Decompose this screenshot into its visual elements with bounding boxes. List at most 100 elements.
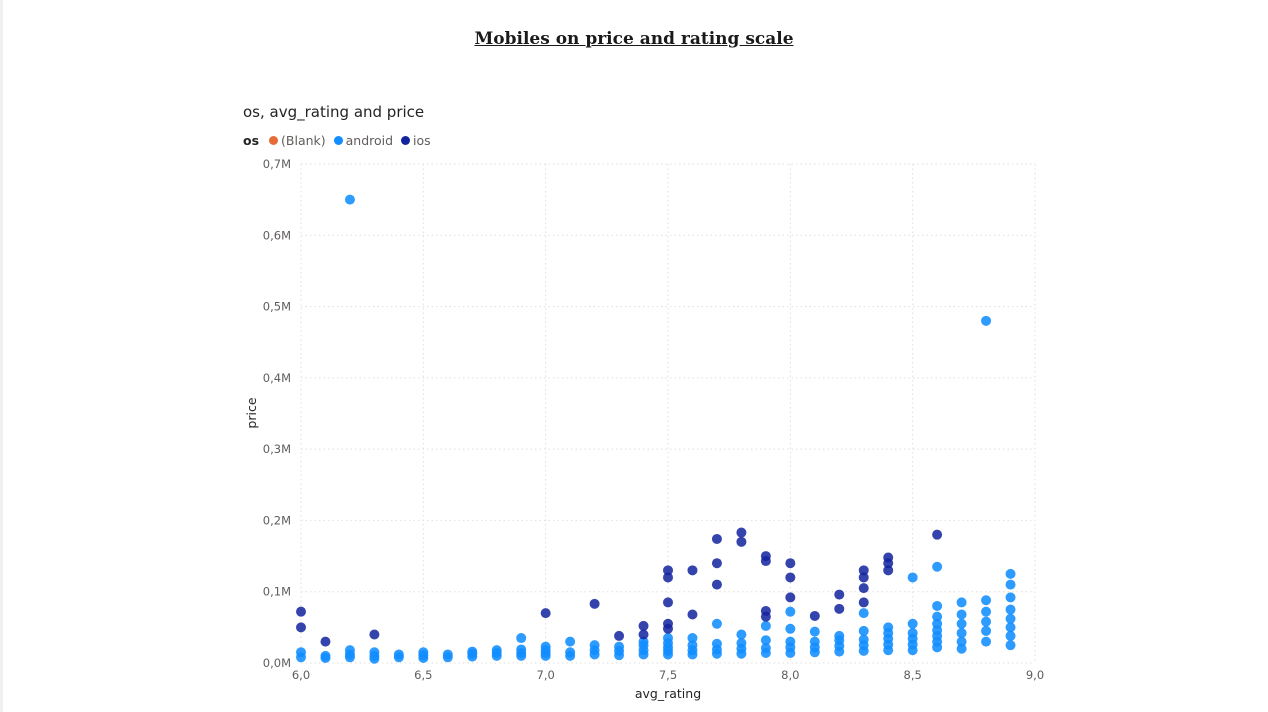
data-point[interactable] bbox=[736, 629, 747, 640]
data-point[interactable] bbox=[540, 608, 551, 619]
data-point[interactable] bbox=[687, 609, 698, 620]
data-point[interactable] bbox=[932, 618, 943, 629]
data-point[interactable] bbox=[760, 643, 771, 654]
data-point[interactable] bbox=[516, 644, 527, 655]
data-point[interactable] bbox=[785, 572, 796, 583]
data-point[interactable] bbox=[932, 529, 943, 540]
data-point[interactable] bbox=[956, 643, 967, 654]
data-point[interactable] bbox=[638, 636, 649, 647]
data-point[interactable] bbox=[1005, 622, 1016, 633]
data-point[interactable] bbox=[809, 610, 820, 621]
data-point[interactable] bbox=[760, 635, 771, 646]
data-point[interactable] bbox=[1005, 604, 1016, 615]
data-point[interactable] bbox=[883, 565, 894, 576]
data-point[interactable] bbox=[663, 633, 673, 644]
data-point[interactable] bbox=[467, 646, 478, 657]
data-point[interactable] bbox=[785, 558, 796, 569]
data-point[interactable] bbox=[344, 645, 355, 656]
data-point[interactable] bbox=[956, 597, 967, 608]
data-point[interactable] bbox=[981, 636, 992, 647]
data-point[interactable] bbox=[809, 636, 820, 647]
data-point[interactable] bbox=[418, 647, 429, 658]
data-point[interactable] bbox=[638, 629, 649, 640]
data-point[interactable] bbox=[932, 600, 943, 611]
data-point[interactable] bbox=[932, 561, 943, 572]
data-point[interactable] bbox=[516, 633, 527, 644]
data-point[interactable] bbox=[858, 583, 869, 594]
data-point[interactable] bbox=[858, 634, 869, 645]
data-point[interactable] bbox=[687, 640, 698, 651]
data-point[interactable] bbox=[956, 636, 967, 647]
data-point[interactable] bbox=[540, 641, 551, 652]
data-point[interactable] bbox=[932, 611, 943, 622]
data-point[interactable] bbox=[883, 622, 894, 633]
data-point[interactable] bbox=[687, 633, 698, 644]
data-point[interactable] bbox=[858, 597, 869, 608]
data-point[interactable] bbox=[858, 625, 869, 636]
data-point[interactable] bbox=[442, 649, 453, 660]
data-point[interactable] bbox=[981, 606, 992, 617]
data-point[interactable] bbox=[956, 618, 967, 629]
data-point[interactable] bbox=[614, 630, 625, 641]
data-point[interactable] bbox=[981, 595, 992, 606]
data-point[interactable] bbox=[883, 558, 894, 569]
data-point[interactable] bbox=[589, 598, 600, 609]
data-point[interactable] bbox=[296, 606, 306, 617]
data-point[interactable] bbox=[1005, 640, 1016, 651]
legend-item-blank[interactable]: (Blank) bbox=[269, 133, 326, 148]
data-point[interactable] bbox=[320, 650, 331, 661]
data-point[interactable] bbox=[736, 536, 747, 547]
data-point[interactable] bbox=[907, 618, 918, 629]
data-point[interactable] bbox=[565, 636, 576, 647]
data-point[interactable] bbox=[296, 647, 306, 658]
data-point[interactable] bbox=[638, 620, 649, 631]
data-point[interactable] bbox=[663, 572, 673, 583]
data-point[interactable] bbox=[736, 527, 747, 538]
data-point[interactable] bbox=[834, 630, 845, 641]
data-point[interactable] bbox=[614, 641, 625, 652]
data-point[interactable] bbox=[785, 636, 796, 647]
data-point[interactable] bbox=[785, 606, 796, 617]
legend-item-android[interactable]: android bbox=[333, 133, 393, 148]
data-point[interactable] bbox=[320, 636, 331, 647]
data-point[interactable] bbox=[589, 640, 600, 651]
data-point[interactable] bbox=[760, 611, 771, 622]
data-point[interactable] bbox=[785, 623, 796, 634]
data-point[interactable] bbox=[981, 315, 992, 326]
data-point[interactable] bbox=[907, 572, 918, 583]
data-point[interactable] bbox=[711, 638, 722, 649]
data-point[interactable] bbox=[809, 626, 820, 637]
data-point[interactable] bbox=[369, 647, 380, 658]
data-point[interactable] bbox=[393, 649, 404, 660]
data-point[interactable] bbox=[711, 533, 722, 544]
data-point[interactable] bbox=[760, 556, 771, 567]
data-point[interactable] bbox=[858, 572, 869, 583]
data-point[interactable] bbox=[834, 603, 845, 614]
data-point[interactable] bbox=[369, 629, 380, 640]
data-point[interactable] bbox=[1005, 613, 1016, 624]
data-point[interactable] bbox=[834, 589, 845, 600]
data-point[interactable] bbox=[663, 597, 673, 608]
data-point[interactable] bbox=[711, 558, 722, 569]
data-point[interactable] bbox=[981, 616, 992, 627]
data-point[interactable] bbox=[907, 628, 918, 639]
data-point[interactable] bbox=[687, 565, 698, 576]
data-point[interactable] bbox=[1005, 592, 1016, 603]
data-point[interactable] bbox=[711, 618, 722, 629]
data-point[interactable] bbox=[858, 565, 869, 576]
data-point[interactable] bbox=[956, 628, 967, 639]
data-point[interactable] bbox=[1005, 579, 1016, 590]
data-point[interactable] bbox=[663, 565, 673, 576]
data-point[interactable] bbox=[1005, 568, 1016, 579]
data-point[interactable] bbox=[296, 622, 306, 633]
legend-item-ios[interactable]: ios bbox=[401, 133, 431, 148]
data-point[interactable] bbox=[956, 609, 967, 620]
data-point[interactable] bbox=[785, 592, 796, 603]
data-point[interactable] bbox=[858, 608, 869, 619]
data-point[interactable] bbox=[736, 638, 747, 649]
data-point[interactable] bbox=[491, 645, 502, 656]
data-point[interactable] bbox=[663, 623, 673, 634]
data-point[interactable] bbox=[1005, 630, 1016, 641]
data-point[interactable] bbox=[344, 194, 355, 205]
data-point[interactable] bbox=[565, 647, 576, 658]
